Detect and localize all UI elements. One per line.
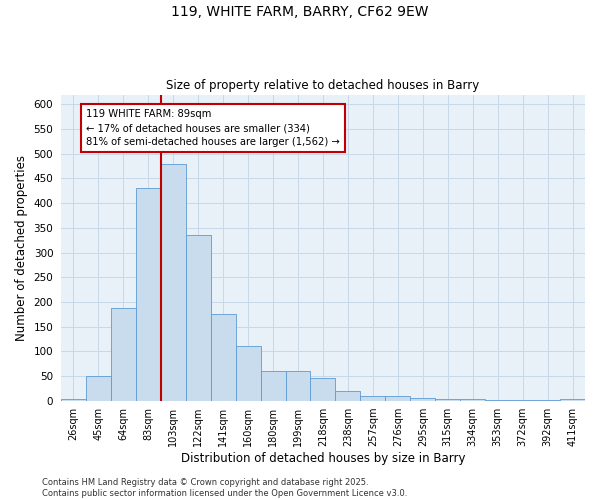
Bar (161, 164, 186, 400)
Text: 119 WHITE FARM: 89sqm
← 17% of detached houses are smaller (334)
81% of semi-det: 119 WHITE FARM: 89sqm ← 17% of detached … (86, 110, 340, 148)
Text: Contains HM Land Registry data © Crown copyright and database right 2025.
Contai: Contains HM Land Registry data © Crown c… (42, 478, 407, 498)
Bar (111, 308, 136, 400)
Bar (435, 398, 460, 400)
Bar (86, 376, 111, 400)
Bar (460, 399, 485, 400)
Bar (61, 399, 86, 400)
Bar (361, 396, 385, 400)
Bar (335, 391, 361, 400)
Bar (186, 236, 211, 400)
Bar (211, 314, 236, 400)
Text: 119, WHITE FARM, BARRY, CF62 9EW: 119, WHITE FARM, BARRY, CF62 9EW (171, 5, 429, 19)
Bar (136, 188, 161, 400)
Bar (260, 371, 286, 400)
Bar (310, 378, 335, 400)
Bar (236, 346, 260, 401)
Bar (410, 398, 435, 400)
Title: Size of property relative to detached houses in Barry: Size of property relative to detached ho… (166, 79, 479, 92)
Bar (560, 399, 585, 400)
Bar (385, 396, 410, 400)
X-axis label: Distribution of detached houses by size in Barry: Distribution of detached houses by size … (181, 452, 465, 465)
Y-axis label: Number of detached properties: Number of detached properties (15, 154, 28, 340)
Bar (286, 371, 310, 400)
